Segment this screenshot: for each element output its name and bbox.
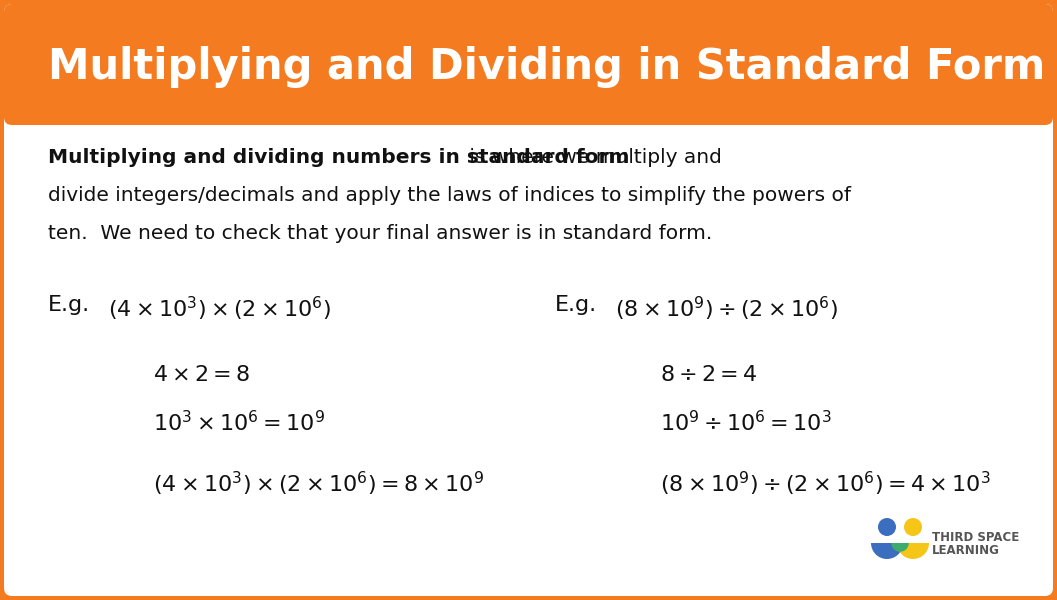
Text: $(8 \times 10^9) \div (2 \times 10^6) = 4 \times 10^3$: $(8 \times 10^9) \div (2 \times 10^6) = …: [660, 470, 990, 498]
FancyBboxPatch shape: [4, 4, 1053, 596]
Text: ten.  We need to check that your final answer is in standard form.: ten. We need to check that your final an…: [48, 224, 712, 243]
Text: Multiplying and dividing numbers in standard form: Multiplying and dividing numbers in stan…: [48, 148, 630, 167]
Text: E.g.: E.g.: [48, 295, 90, 315]
Text: $(8 \times 10^9) \div (2 \times 10^6)$: $(8 \times 10^9) \div (2 \times 10^6)$: [615, 295, 838, 323]
Text: $10^9 \div 10^6{=}10^3$: $10^9 \div 10^6{=}10^3$: [660, 410, 832, 435]
Text: $4 \times 2 = 8$: $4 \times 2 = 8$: [153, 365, 251, 385]
Text: divide integers/decimals and apply the laws of indices to simplify the powers of: divide integers/decimals and apply the l…: [48, 186, 851, 205]
Bar: [12, 97, 1045, 122]
Text: Multiplying and Dividing in Standard Form: Multiplying and Dividing in Standard For…: [48, 46, 1045, 88]
Circle shape: [878, 518, 896, 536]
Text: LEARNING: LEARNING: [932, 544, 1000, 557]
Wedge shape: [891, 543, 909, 552]
Wedge shape: [897, 543, 929, 559]
Text: E.g.: E.g.: [555, 295, 597, 315]
Wedge shape: [871, 543, 903, 559]
Text: $10^3 \times 10^6{=}10^9$: $10^3 \times 10^6{=}10^9$: [153, 410, 326, 435]
Text: THIRD SPACE: THIRD SPACE: [932, 531, 1019, 544]
Text: $8 \div 2 = 4$: $8 \div 2 = 4$: [660, 365, 758, 385]
FancyBboxPatch shape: [4, 4, 1053, 125]
Circle shape: [904, 518, 922, 536]
Text: $(4 \times 10^3) \times (2 \times 10^6) = 8 \times 10^9$: $(4 \times 10^3) \times (2 \times 10^6) …: [153, 470, 484, 498]
Text: $(4 \times 10^3) \times (2 \times 10^6)$: $(4 \times 10^3) \times (2 \times 10^6)$: [108, 295, 331, 323]
Text: is where we multiply and: is where we multiply and: [463, 148, 722, 167]
